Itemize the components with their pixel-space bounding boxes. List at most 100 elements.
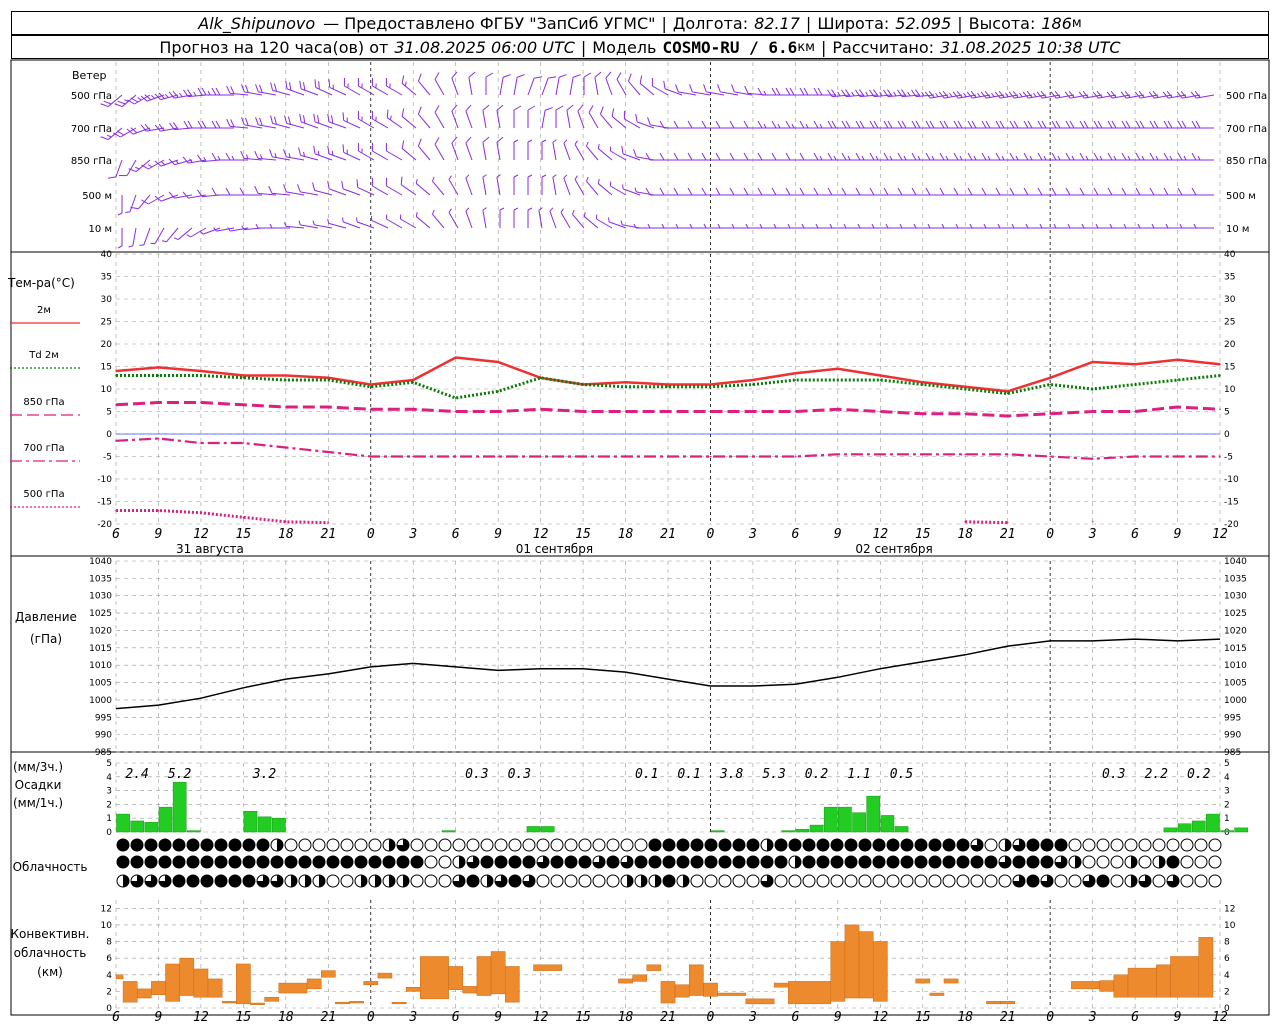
convective-bar [207, 978, 223, 998]
wind-barb [857, 223, 878, 229]
temp-data-point [879, 374, 882, 377]
wind-barb [911, 89, 935, 98]
temp-tick-left: 5 [106, 408, 112, 418]
temp-data-point [1006, 392, 1009, 395]
cloud-cover-symbol [494, 874, 508, 888]
cloud-cover-symbol [396, 874, 410, 888]
wind-barb [980, 90, 1005, 99]
wind-barb [841, 152, 864, 161]
wind-barb [609, 146, 627, 161]
cloud-cover-symbol [984, 838, 998, 852]
precip-3h-value: 3.2 [252, 767, 277, 782]
cloud-cover-symbol [494, 855, 508, 869]
cloud-cover-symbol [1054, 874, 1068, 888]
wind-barb [552, 139, 557, 161]
altitude-label: Высота: [968, 13, 1036, 33]
wind-barb [513, 207, 519, 228]
temp-data-point [157, 509, 160, 512]
wind-barb [659, 152, 682, 161]
cloud-cover-symbol [116, 855, 130, 869]
wind-barb [801, 223, 822, 229]
temp-data-point [1091, 361, 1094, 363]
cloud-cover-symbol [1054, 855, 1068, 869]
temp-data-point [921, 453, 924, 456]
wind-barb [995, 152, 1018, 161]
cloud-cover-symbol [466, 855, 480, 869]
wind-barb [701, 120, 724, 129]
pressure-tick-left: 1005 [89, 679, 112, 689]
wind-barb [270, 82, 291, 96]
temp-data-point [157, 374, 160, 377]
wind-barb [254, 150, 277, 161]
temp-data-point [200, 374, 202, 377]
temp-tick-left: 35 [101, 273, 112, 283]
wind-barb [150, 227, 165, 245]
cloud-cover-symbol [536, 838, 550, 852]
convective-bar [462, 986, 478, 994]
cloud-cover-symbol [1208, 874, 1222, 888]
precip-tick-right: 5 [1224, 759, 1230, 769]
cloud-cover-symbol [942, 855, 956, 869]
temp-data-point [454, 397, 457, 399]
wind-barb [703, 84, 725, 96]
conv-x-tick-label: 9 [834, 1010, 842, 1024]
wind-barb [599, 106, 613, 129]
conv-x-tick-label: 6 [791, 1010, 799, 1024]
temp-data-point [412, 408, 415, 411]
temp-data-point [964, 520, 967, 523]
conv-tick-left: 2 [106, 987, 112, 997]
temp-tick-right: 35 [1224, 273, 1235, 283]
computed-label: Рассчитано: [832, 37, 935, 57]
wind-barb [417, 138, 431, 161]
x-tick-label: 6 [112, 527, 120, 542]
cloud-cover-symbol [690, 855, 704, 869]
cloud-cover-symbol [452, 838, 466, 852]
cloud-cover-symbol [410, 855, 424, 869]
cloud-cover-symbol [1082, 855, 1096, 869]
temp-data-point [752, 383, 754, 386]
cloud-cover-symbol [1180, 838, 1194, 852]
wind-barb [513, 139, 519, 160]
temp-data-point [497, 410, 499, 413]
wind-barb [841, 187, 864, 196]
temp-data-point [327, 376, 330, 379]
cloud-cover-symbol [774, 838, 788, 852]
cloud-cover-symbol [564, 855, 578, 869]
model-unit: км [797, 39, 815, 55]
cloud-cover-symbol [1138, 855, 1152, 869]
cloud-cover-symbol [858, 874, 872, 888]
temp-data-point [327, 521, 330, 524]
wind-barb [897, 187, 920, 196]
cloud-cover-symbol [970, 838, 984, 852]
wind-barb [1037, 187, 1060, 196]
temp-data-point [412, 379, 415, 381]
x-tick-label: 12 [1212, 527, 1228, 542]
cloud-cover-symbol [340, 838, 354, 852]
wind-barb [757, 187, 780, 196]
cloud-cover-symbol [116, 838, 130, 852]
wind-barb [566, 104, 574, 129]
pressure-tick-left: 1000 [89, 696, 112, 706]
wind-barb [270, 115, 291, 129]
wind-barb [1191, 187, 1214, 196]
cloud-cover-symbol [144, 838, 158, 852]
wind-barb [663, 80, 683, 96]
cloud-cover-symbol [634, 874, 648, 888]
wind-barb [813, 87, 836, 96]
wind-barb [673, 152, 696, 161]
wind-level-label-left: 500 м [82, 191, 112, 202]
convective-bar [306, 978, 322, 990]
cloud-cover-symbol [144, 874, 158, 888]
cloud-cover-symbol [578, 855, 592, 869]
wind-barb [659, 187, 682, 196]
conv-x-tick-label: 9 [155, 1010, 163, 1024]
temp-data-point [115, 370, 117, 372]
cloud-cover-symbol [228, 838, 242, 852]
wind-barb [743, 152, 766, 161]
cloud-cover-symbol [1152, 838, 1166, 852]
convective-bar [264, 996, 280, 1002]
wind-barb [571, 209, 585, 229]
cloud-cover-symbol [270, 874, 284, 888]
model-label: Модель [592, 37, 657, 57]
temp-data-point [921, 412, 924, 415]
